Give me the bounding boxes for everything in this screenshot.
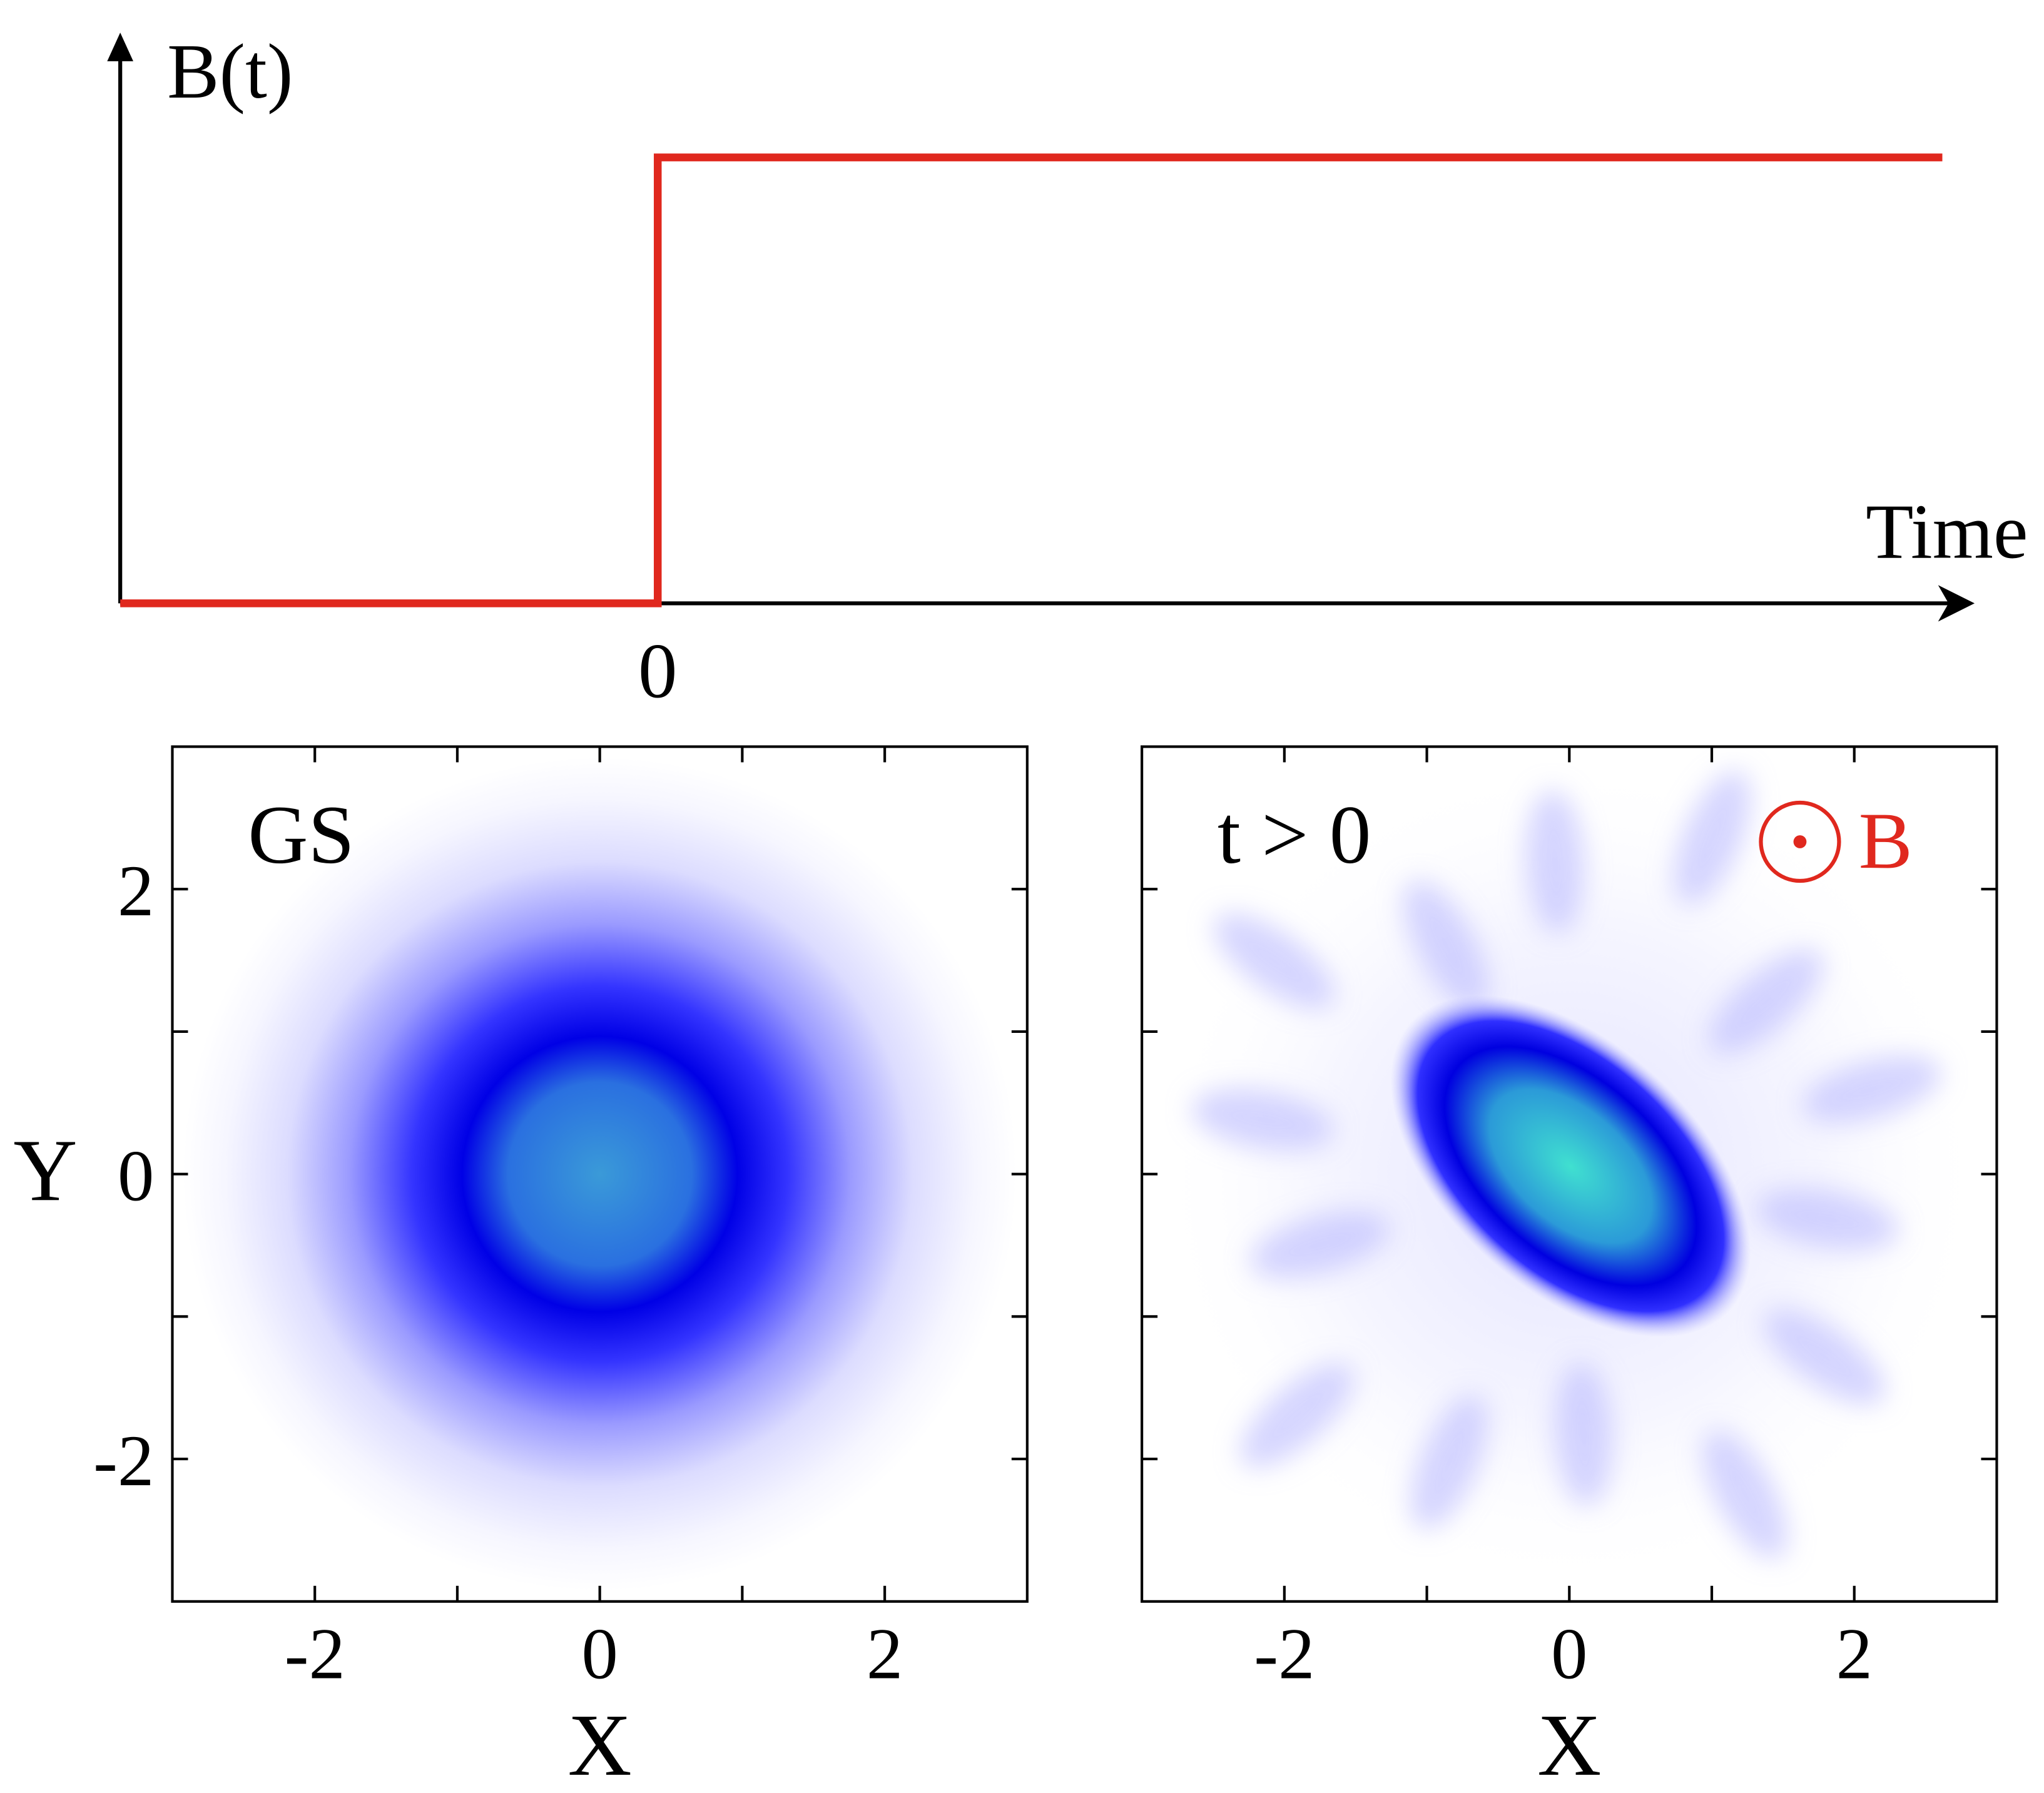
density-lobe (1802, 1055, 1941, 1124)
panel-title: t > 0 (1218, 788, 1371, 881)
field-symbol (1759, 800, 1841, 883)
y-axis-arrow (107, 33, 133, 61)
y-tick-label: -2 (93, 1421, 154, 1501)
x-axis-label: X (1537, 1696, 1601, 1793)
y-tick-label: 2 (118, 851, 154, 932)
y-axis-label: B(t) (167, 29, 293, 115)
step-line (120, 153, 1943, 607)
heatmap-image (1153, 757, 1988, 1592)
heatmap-image (183, 757, 1017, 1592)
density-lobe (1214, 913, 1335, 1009)
y-tick-label: 0 (118, 1135, 154, 1216)
x-tick-label: 0 (1551, 1614, 1587, 1695)
density-lobe (1555, 1363, 1613, 1506)
x-axis-arrow (1938, 585, 1975, 622)
x-tick-label: -2 (285, 1614, 345, 1695)
density-lobe (1756, 1188, 1898, 1251)
y-axis-label: Y (13, 1121, 77, 1219)
density-lobe (1410, 1395, 1488, 1530)
density-lobe (1403, 880, 1489, 1010)
density-lobe (1674, 771, 1751, 905)
density-lobe (1240, 1363, 1355, 1468)
x-tick-label: 0 (638, 628, 677, 714)
field-symbol-dot (1793, 835, 1807, 848)
density-lobe (1191, 1089, 1334, 1151)
annotation: B (1859, 796, 1913, 885)
x-tick-label: -2 (1254, 1614, 1314, 1695)
x-axis-label: Time (1866, 489, 2028, 575)
x-axis-label: X (568, 1696, 632, 1793)
density-lobe (1709, 949, 1823, 1054)
x-tick-label: 2 (867, 1614, 903, 1695)
density-lobe (1702, 1430, 1788, 1559)
x-tick-label: 2 (1836, 1614, 1873, 1695)
x-tick-label: 0 (582, 1614, 618, 1695)
density-lobe (1250, 1211, 1390, 1279)
panel-title: GS (248, 788, 354, 881)
density-lobe (1764, 1308, 1886, 1404)
density-lobe (1526, 790, 1584, 933)
